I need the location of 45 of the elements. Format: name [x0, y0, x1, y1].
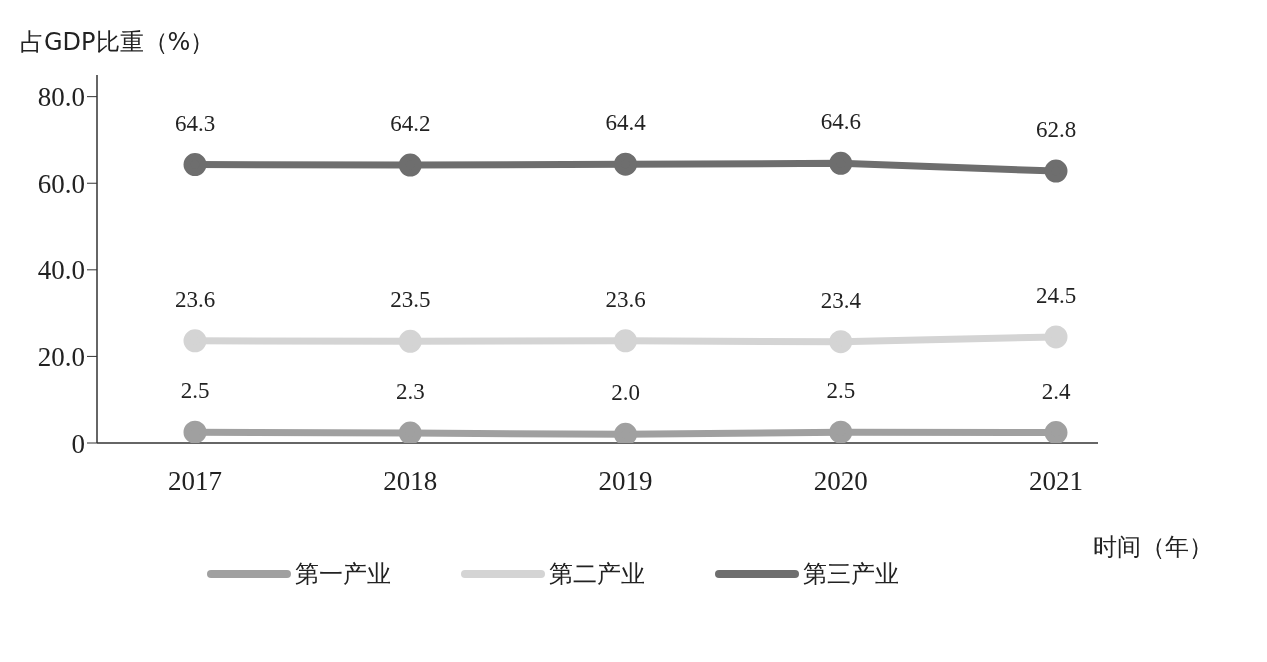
data-label: 2.5 [826, 378, 856, 404]
y-tick-label: 80.0 [37, 82, 85, 113]
data-label: 2.4 [1041, 378, 1071, 404]
point [398, 421, 422, 443]
x-tick-label: 2019 [598, 466, 653, 497]
x-tick-label: 2021 [1029, 466, 1083, 497]
point [829, 151, 853, 175]
data-label: 23.6 [174, 286, 216, 312]
y-tick-label: 0 [71, 428, 85, 459]
point [829, 330, 853, 354]
data-label: 62.8 [1035, 117, 1077, 143]
data-label: 2.0 [611, 380, 640, 406]
point [1044, 421, 1068, 443]
y-axis-title: 占GDP比重（%） [20, 27, 215, 58]
legend-label: 第三产业 [803, 559, 899, 590]
x-tick-label: 2020 [813, 466, 868, 497]
point [1044, 325, 1068, 349]
x-tick-label: 2018 [383, 466, 438, 497]
y-tick-label: 20.0 [37, 342, 85, 372]
data-label: 23.5 [390, 287, 431, 313]
data-label: 64.2 [390, 111, 431, 137]
data-label: 64.4 [605, 110, 647, 136]
data-label: 23.4 [820, 287, 862, 313]
data-label: 24.5 [1035, 282, 1077, 308]
legend-label: 第一产业 [295, 559, 391, 590]
legend-label: 第二产业 [549, 559, 645, 590]
data-label: 64.6 [820, 109, 861, 135]
point [1044, 159, 1068, 183]
x-tick-label: 2017 [168, 466, 222, 497]
point [183, 153, 207, 177]
data-label: 23.6 [605, 286, 646, 312]
point [614, 329, 637, 353]
point [614, 152, 637, 176]
point [614, 422, 637, 443]
data-label: 64.3 [174, 110, 216, 136]
point [183, 329, 207, 353]
data-label: 2.3 [395, 379, 425, 405]
x-axis-title: 时间（年） [1093, 532, 1213, 563]
y-tick-label: 40.0 [37, 255, 85, 286]
point [183, 420, 207, 443]
point [829, 420, 853, 443]
point [398, 153, 422, 177]
data-label: 2.5 [180, 378, 210, 404]
point [398, 329, 422, 353]
y-tick-label: 60.0 [37, 168, 85, 199]
